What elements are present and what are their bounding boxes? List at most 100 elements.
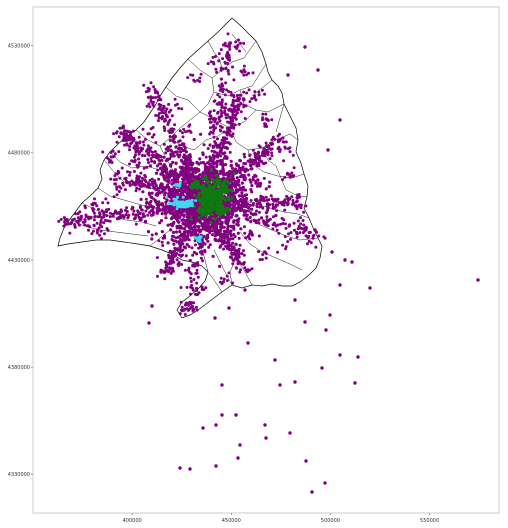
location-point bbox=[172, 127, 176, 131]
urban-core-point bbox=[199, 185, 203, 190]
location-point bbox=[125, 129, 129, 133]
location-point bbox=[231, 101, 235, 105]
location-point bbox=[250, 97, 254, 101]
location-point bbox=[177, 189, 181, 193]
location-point bbox=[235, 163, 239, 167]
location-point bbox=[140, 208, 144, 212]
location-point bbox=[292, 228, 296, 232]
location-point bbox=[262, 176, 266, 180]
location-point bbox=[102, 213, 106, 217]
location-point bbox=[215, 159, 219, 163]
location-point bbox=[286, 73, 290, 77]
location-point bbox=[112, 132, 116, 136]
urban-core-point bbox=[207, 186, 211, 190]
location-point bbox=[152, 85, 156, 89]
location-point bbox=[101, 201, 105, 205]
location-point bbox=[269, 194, 273, 198]
location-point bbox=[252, 96, 256, 100]
location-point bbox=[174, 103, 177, 107]
location-point bbox=[292, 221, 296, 225]
location-point bbox=[234, 266, 238, 270]
location-point bbox=[154, 141, 158, 145]
location-point bbox=[243, 188, 248, 192]
location-point bbox=[108, 215, 112, 219]
location-point bbox=[169, 108, 173, 112]
location-point bbox=[165, 210, 169, 214]
location-point bbox=[178, 230, 182, 234]
west-cluster-point bbox=[195, 238, 199, 242]
location-point bbox=[206, 233, 210, 237]
location-point bbox=[135, 174, 139, 178]
location-point bbox=[224, 102, 228, 106]
location-point bbox=[249, 199, 253, 202]
location-point bbox=[159, 155, 163, 159]
location-point bbox=[308, 230, 312, 234]
location-point bbox=[115, 140, 119, 144]
location-point bbox=[239, 69, 243, 73]
location-point bbox=[221, 57, 225, 61]
location-point bbox=[285, 172, 289, 176]
location-point bbox=[180, 147, 184, 151]
location-point bbox=[236, 200, 240, 204]
location-point bbox=[304, 225, 308, 229]
location-point bbox=[240, 203, 244, 207]
location-point bbox=[228, 58, 232, 62]
location-point bbox=[265, 210, 269, 214]
location-point bbox=[210, 229, 214, 233]
location-point bbox=[273, 358, 277, 362]
location-point bbox=[161, 111, 165, 115]
location-point bbox=[230, 123, 234, 127]
location-point bbox=[153, 179, 157, 183]
location-point bbox=[120, 166, 124, 170]
location-point bbox=[226, 172, 230, 176]
location-point bbox=[173, 97, 177, 101]
location-point bbox=[147, 102, 151, 106]
location-point bbox=[140, 181, 144, 185]
location-point bbox=[286, 203, 290, 207]
location-point bbox=[162, 271, 166, 275]
location-point bbox=[92, 218, 96, 222]
location-point bbox=[219, 147, 223, 151]
location-point bbox=[278, 149, 282, 153]
location-point bbox=[257, 218, 261, 222]
location-point bbox=[105, 227, 109, 231]
location-point bbox=[272, 206, 276, 210]
location-point bbox=[178, 129, 182, 133]
location-point bbox=[191, 286, 195, 290]
location-point bbox=[231, 175, 235, 179]
location-point bbox=[304, 459, 308, 463]
location-point bbox=[229, 93, 233, 97]
location-point bbox=[239, 209, 242, 213]
location-point bbox=[273, 137, 277, 141]
location-point bbox=[198, 230, 202, 234]
location-point bbox=[177, 264, 181, 267]
location-point bbox=[163, 174, 167, 178]
location-point bbox=[243, 288, 247, 292]
location-point bbox=[284, 247, 288, 251]
location-point bbox=[227, 108, 231, 112]
location-point bbox=[118, 126, 122, 130]
location-point bbox=[146, 144, 150, 148]
location-point bbox=[237, 38, 240, 42]
location-point bbox=[204, 220, 208, 224]
location-point bbox=[228, 41, 232, 45]
location-point bbox=[235, 47, 239, 50]
location-point bbox=[296, 227, 300, 231]
location-point bbox=[184, 237, 188, 241]
location-point bbox=[191, 171, 195, 174]
urban-core-point bbox=[197, 192, 201, 196]
location-point bbox=[182, 170, 186, 174]
location-point bbox=[151, 212, 155, 216]
location-point bbox=[213, 120, 217, 124]
location-point bbox=[177, 216, 181, 220]
location-point bbox=[211, 165, 215, 169]
location-point bbox=[217, 52, 221, 56]
location-point bbox=[276, 147, 280, 151]
location-point bbox=[254, 158, 258, 161]
location-point bbox=[199, 132, 203, 136]
location-point bbox=[159, 219, 164, 223]
location-point bbox=[223, 111, 227, 115]
location-point bbox=[157, 189, 161, 193]
location-point bbox=[197, 225, 201, 229]
